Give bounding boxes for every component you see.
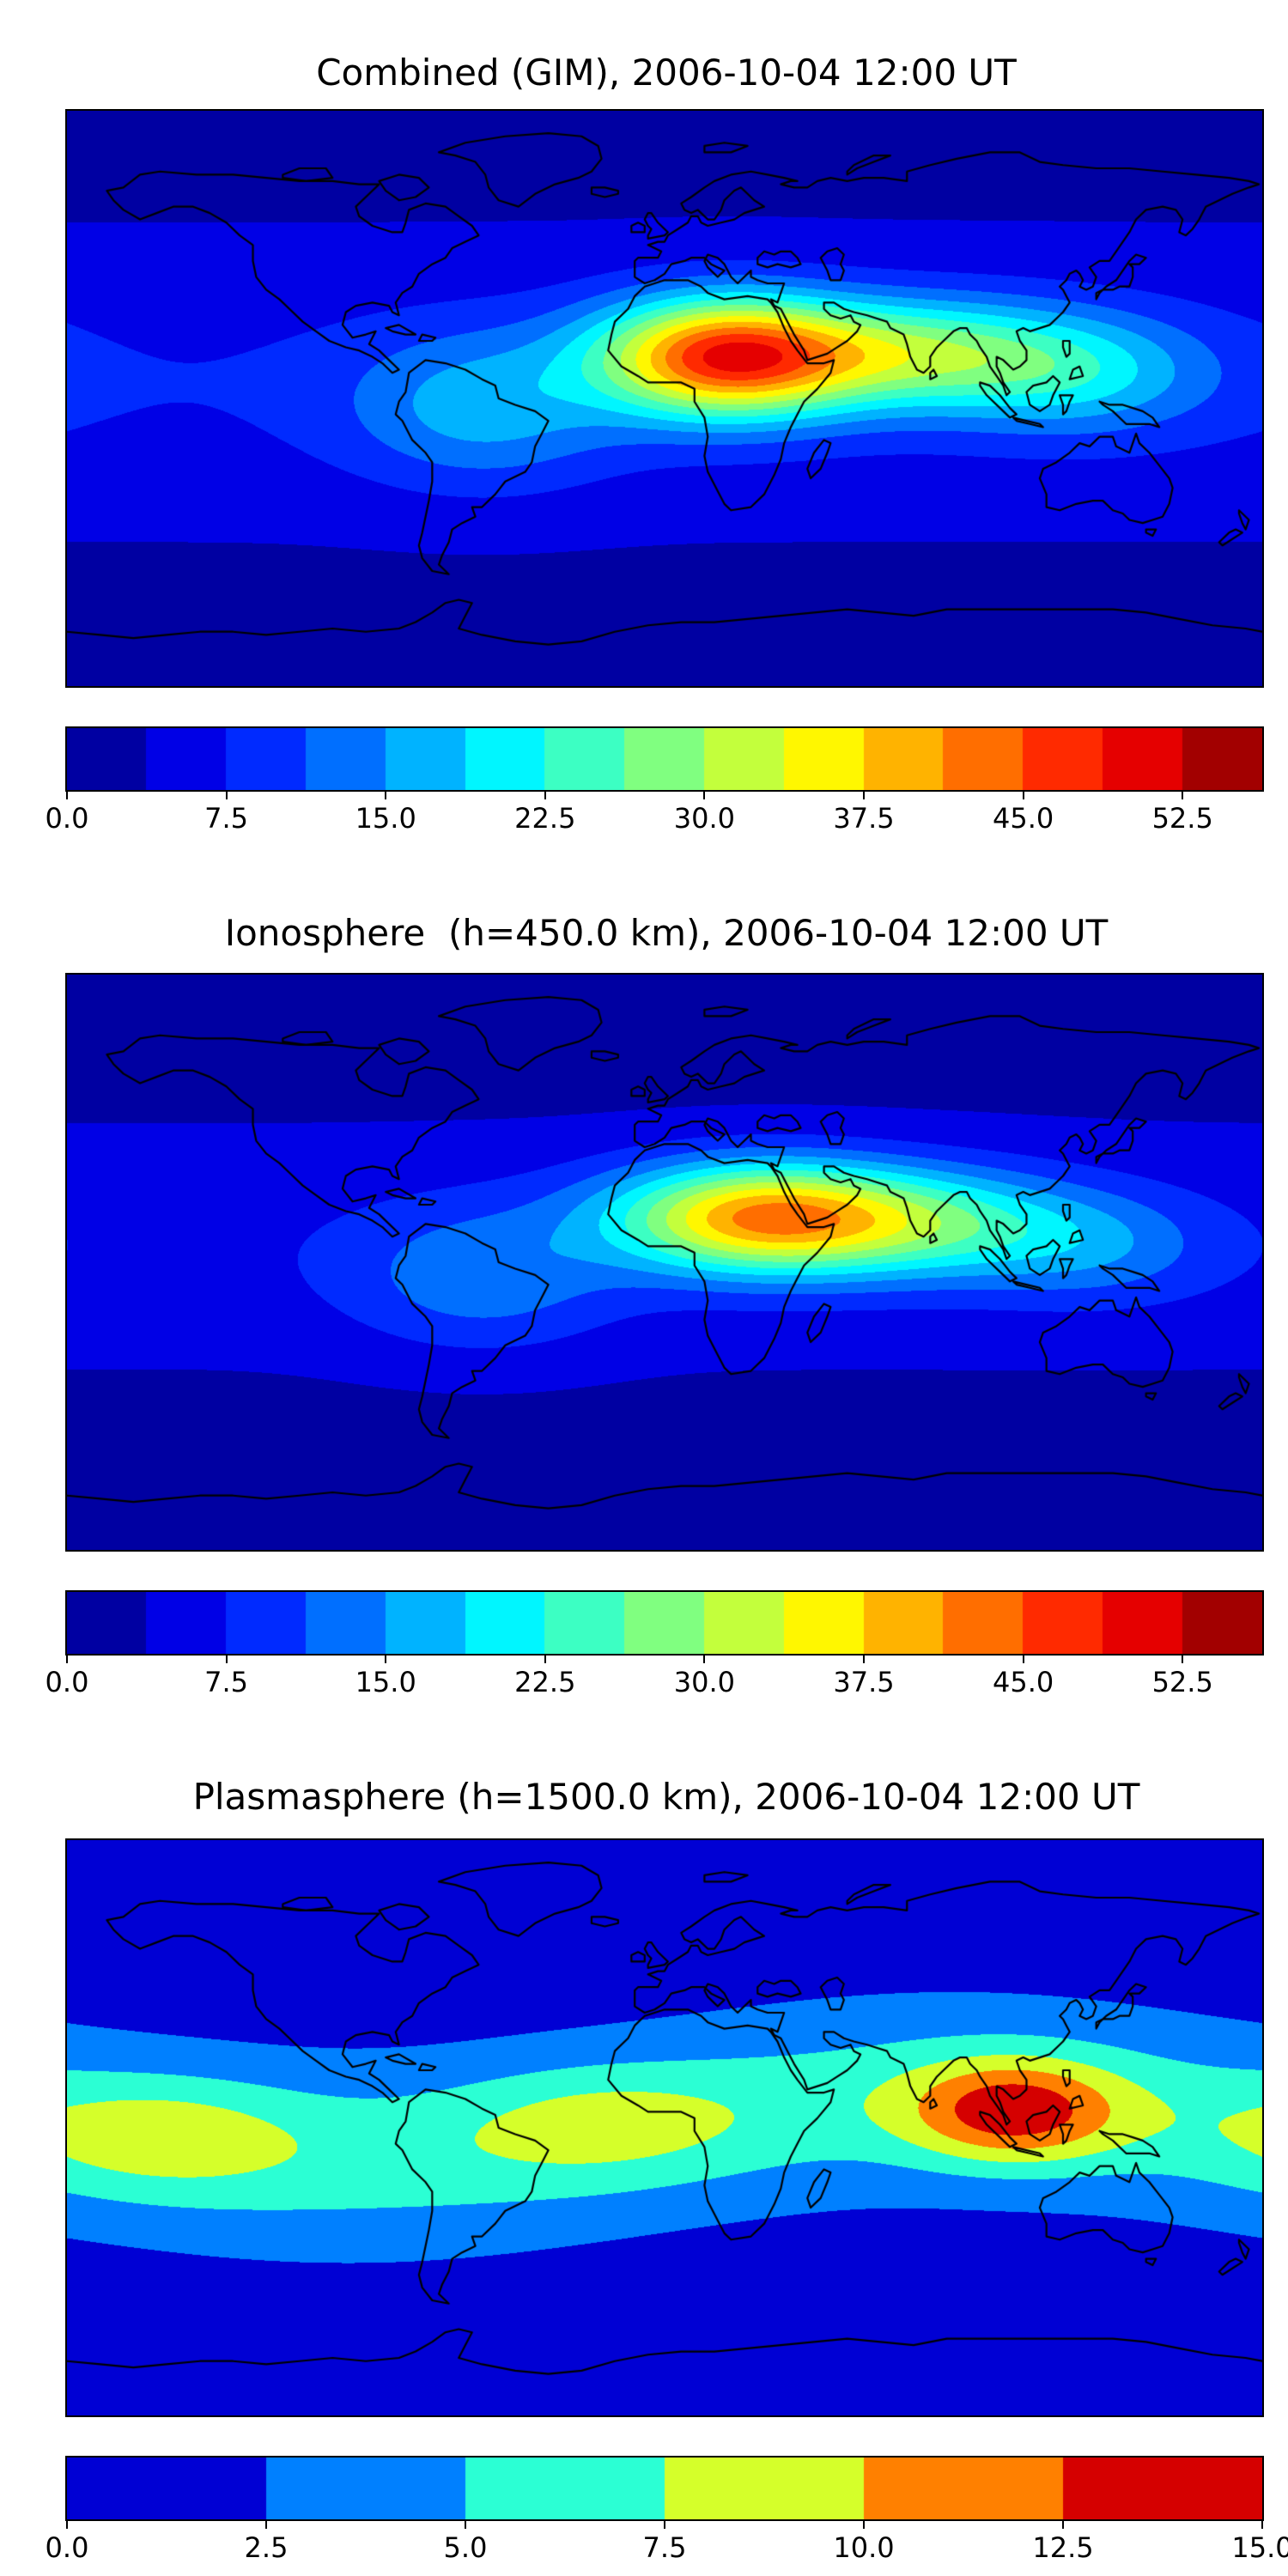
colorbar-tick-mark — [66, 2521, 68, 2529]
colorbar-tick-label: 7.5 — [204, 1666, 249, 1698]
colorbar-tick-label: 0.0 — [45, 2531, 89, 2564]
colorbar-tick-mark — [664, 2521, 665, 2529]
colorbar-tick-mark — [66, 792, 68, 799]
colorbar-tick-mark — [465, 2521, 466, 2529]
colorbar-tick-label: 45.0 — [992, 1666, 1054, 1698]
colorbar-tick-label: 15.0 — [355, 802, 416, 835]
colorbar-tick-mark — [544, 792, 546, 799]
colorbar-tick-mark — [1182, 792, 1184, 799]
colorbar-tick-mark — [1062, 2521, 1064, 2529]
colorbar-tick-mark — [863, 1656, 865, 1663]
colorbar-tick-label: 12.5 — [1032, 2531, 1094, 2564]
colorbar-tick-mark — [544, 1656, 546, 1663]
colorbar-tick-label: 30.0 — [673, 1666, 736, 1698]
colorbar-tick-label: 5.0 — [443, 2531, 488, 2564]
colorbar-tick-mark — [225, 1656, 228, 1663]
colorbar-tick-mark — [703, 1656, 706, 1663]
colorbar-ionosphere — [65, 1590, 1264, 1656]
colorbar-tick-mark — [863, 2521, 865, 2529]
colorbar-ticks-combined-gim: 0.0 7.5 15.0 22.5 30.0 37.5 45.0 52.5 — [46, 792, 1262, 836]
colorbar-tick-label: 45.0 — [992, 802, 1054, 835]
colorbar-tick-label: 15.0 — [355, 1666, 416, 1698]
colorbar-tick-label: 2.5 — [244, 2531, 289, 2564]
panel-title-ionosphere: Ionosphere (h=450.0 km), 2006-10-04 12:0… — [224, 912, 1109, 954]
colorbar-tick-label: 37.5 — [833, 802, 895, 835]
colorbar-tick-label: 22.5 — [514, 1666, 576, 1698]
map-ionosphere — [65, 973, 1264, 1552]
colorbar-combined-gim — [65, 726, 1264, 792]
colorbar-ticks-ionosphere: 0.0 7.5 15.0 22.5 30.0 37.5 45.0 52.5 — [46, 1656, 1262, 1700]
colorbar-tick-label: 10.0 — [833, 2531, 895, 2564]
colorbar-tick-label: 22.5 — [514, 802, 576, 835]
colorbar-tick-label: 7.5 — [642, 2531, 687, 2564]
colorbar-tick-mark — [265, 2521, 267, 2529]
colorbar-tick-mark — [385, 1656, 387, 1663]
colorbar-tick-mark — [1261, 2521, 1263, 2529]
colorbar-tick-label: 30.0 — [673, 802, 736, 835]
colorbar-tick-mark — [703, 792, 706, 799]
panel-title-plasmasphere: Plasmasphere (h=1500.0 km), 2006-10-04 1… — [192, 1776, 1140, 1818]
colorbar-tick-mark — [1022, 1656, 1024, 1663]
colorbar-ticks-plasmasphere: 0.0 2.5 5.0 7.5 10.0 12.5 15.0 — [46, 2521, 1288, 2566]
colorbar-tick-mark — [863, 792, 865, 799]
colorbar-tick-label: 37.5 — [833, 1666, 895, 1698]
map-plasmasphere — [65, 1838, 1264, 2417]
colorbar-tick-label: 0.0 — [45, 802, 89, 835]
colorbar-tick-label: 0.0 — [45, 1666, 89, 1698]
panel-title-combined: Combined (GIM), 2006-10-04 12:00 UT — [316, 52, 1017, 94]
colorbar-tick-mark — [66, 1656, 68, 1663]
colorbar-tick-label: 52.5 — [1151, 802, 1213, 835]
colorbar-tick-mark — [1022, 792, 1024, 799]
colorbar-tick-mark — [225, 792, 228, 799]
map-combined-gim — [65, 109, 1264, 688]
colorbar-tick-label: 52.5 — [1151, 1666, 1213, 1698]
colorbar-tick-mark — [385, 792, 387, 799]
colorbar-tick-label: 15.0 — [1231, 2531, 1288, 2564]
colorbar-tick-label: 7.5 — [204, 802, 249, 835]
colorbar-tick-mark — [1182, 1656, 1184, 1663]
colorbar-plasmasphere — [65, 2456, 1264, 2521]
